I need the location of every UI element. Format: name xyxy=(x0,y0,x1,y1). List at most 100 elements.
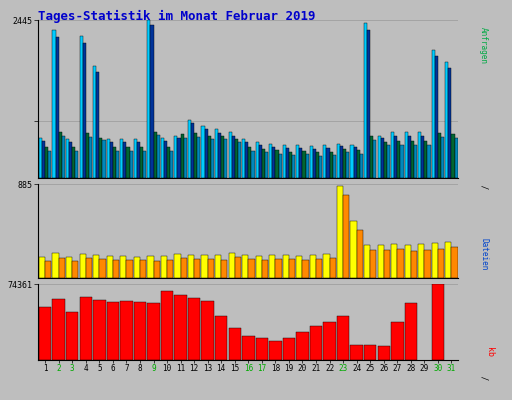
Bar xyxy=(441,137,444,178)
Bar xyxy=(120,301,133,360)
Bar xyxy=(324,145,327,178)
Bar xyxy=(286,148,289,178)
Bar xyxy=(377,244,384,278)
Bar xyxy=(154,261,160,278)
Bar xyxy=(178,138,181,178)
Bar xyxy=(296,145,300,178)
Bar xyxy=(147,303,160,360)
Text: Dateien: Dateien xyxy=(479,238,488,270)
Bar xyxy=(242,336,254,360)
Bar xyxy=(435,56,438,178)
Bar xyxy=(391,132,394,178)
Bar xyxy=(248,147,251,178)
Bar xyxy=(110,142,113,178)
Bar xyxy=(438,249,444,278)
Bar xyxy=(181,134,184,178)
Bar xyxy=(106,302,119,360)
Bar xyxy=(324,322,336,360)
Bar xyxy=(228,253,235,278)
Bar xyxy=(181,258,187,278)
Bar xyxy=(39,138,42,178)
Bar xyxy=(455,138,458,178)
Bar xyxy=(283,145,286,178)
Bar xyxy=(289,152,292,178)
Bar xyxy=(93,255,99,278)
Bar xyxy=(360,154,363,178)
Bar xyxy=(215,316,227,360)
Bar xyxy=(255,142,259,178)
Bar xyxy=(134,257,140,278)
Bar xyxy=(56,37,59,178)
Bar xyxy=(59,132,62,178)
Bar xyxy=(126,260,133,278)
Bar xyxy=(99,259,105,278)
Bar xyxy=(445,62,449,178)
Bar xyxy=(126,147,130,178)
Bar xyxy=(242,255,248,278)
Bar xyxy=(59,258,65,278)
Bar xyxy=(310,326,322,360)
Bar xyxy=(69,142,72,178)
Bar xyxy=(310,146,313,178)
Bar xyxy=(86,258,92,278)
Bar xyxy=(218,133,221,178)
Bar xyxy=(333,155,336,178)
Bar xyxy=(231,136,235,178)
Bar xyxy=(391,322,403,360)
Bar xyxy=(283,338,295,360)
Bar xyxy=(262,260,268,278)
Bar xyxy=(201,255,208,278)
Text: Tages-Statistik im Monat Februar 2019: Tages-Statistik im Monat Februar 2019 xyxy=(38,10,316,23)
Bar xyxy=(265,152,268,178)
Bar xyxy=(300,148,303,178)
Bar xyxy=(184,138,187,178)
Bar xyxy=(432,50,435,178)
Bar xyxy=(354,147,357,178)
Bar xyxy=(228,132,231,178)
Bar xyxy=(224,139,227,178)
Bar xyxy=(319,156,322,178)
Bar xyxy=(377,136,380,178)
Bar xyxy=(248,259,254,278)
Bar xyxy=(194,133,197,178)
Bar xyxy=(161,256,167,278)
Bar xyxy=(62,136,65,178)
Bar xyxy=(191,123,194,178)
Bar xyxy=(45,147,48,178)
Bar xyxy=(221,260,227,278)
Bar xyxy=(269,256,275,278)
Bar xyxy=(357,230,363,278)
Bar xyxy=(134,302,146,360)
Bar xyxy=(79,254,86,278)
Bar xyxy=(93,300,105,360)
Bar xyxy=(53,30,56,178)
Bar xyxy=(432,284,444,360)
Bar xyxy=(106,256,113,278)
Bar xyxy=(53,253,59,278)
Bar xyxy=(66,312,78,360)
Bar xyxy=(123,142,126,178)
Bar xyxy=(340,146,343,178)
Bar xyxy=(327,148,330,178)
Bar xyxy=(208,259,214,278)
Bar xyxy=(269,340,282,360)
Bar xyxy=(140,260,146,278)
Bar xyxy=(48,151,51,178)
Bar xyxy=(428,144,431,178)
Bar xyxy=(89,137,92,178)
Text: Anfragen: Anfragen xyxy=(479,27,488,64)
Bar xyxy=(167,147,170,178)
Bar xyxy=(137,142,140,178)
Bar xyxy=(130,151,133,178)
Bar xyxy=(245,142,248,178)
Bar xyxy=(79,36,82,178)
Bar xyxy=(418,132,421,178)
Bar xyxy=(272,147,275,178)
Bar xyxy=(93,66,96,178)
Bar xyxy=(384,142,387,178)
Bar xyxy=(255,256,262,278)
Text: kb: kb xyxy=(485,347,495,357)
Bar xyxy=(201,301,214,360)
Bar xyxy=(370,136,373,178)
Bar xyxy=(438,133,441,178)
